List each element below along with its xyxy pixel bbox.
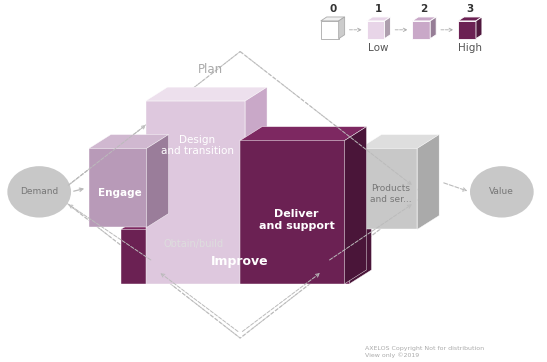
Text: Engage: Engage <box>98 188 142 198</box>
Text: High: High <box>458 43 482 52</box>
Ellipse shape <box>7 166 71 218</box>
Polygon shape <box>240 127 366 140</box>
Text: 1: 1 <box>375 4 382 14</box>
Text: 2: 2 <box>421 4 428 14</box>
Polygon shape <box>476 17 482 39</box>
Text: 0: 0 <box>329 4 336 14</box>
Polygon shape <box>245 87 267 284</box>
Text: AXELOS Copyright Not for distribution
View only ©2019: AXELOS Copyright Not for distribution Vi… <box>364 346 484 358</box>
Text: Plan: Plan <box>198 63 223 76</box>
Polygon shape <box>146 101 245 284</box>
Text: Obtain/build: Obtain/build <box>164 239 224 249</box>
Text: Demand: Demand <box>20 188 59 196</box>
Polygon shape <box>412 17 436 21</box>
Polygon shape <box>366 17 391 21</box>
Polygon shape <box>417 135 439 230</box>
Polygon shape <box>89 135 168 148</box>
Text: Products
and ser...: Products and ser... <box>370 184 411 203</box>
Polygon shape <box>359 135 439 148</box>
Text: Improve: Improve <box>211 255 269 268</box>
Text: Deliver
and support: Deliver and support <box>259 209 334 231</box>
Polygon shape <box>350 215 371 284</box>
Polygon shape <box>430 17 436 39</box>
Text: Design
and transition: Design and transition <box>161 135 234 156</box>
Polygon shape <box>146 87 267 101</box>
Polygon shape <box>385 17 391 39</box>
Polygon shape <box>121 230 350 284</box>
Text: Value: Value <box>490 188 514 196</box>
Ellipse shape <box>470 166 534 218</box>
Polygon shape <box>89 148 147 227</box>
Polygon shape <box>359 148 417 230</box>
Text: 3: 3 <box>467 4 474 14</box>
Polygon shape <box>240 140 345 284</box>
Polygon shape <box>321 17 345 21</box>
Polygon shape <box>412 21 430 39</box>
Polygon shape <box>458 21 476 39</box>
Polygon shape <box>321 21 339 39</box>
Polygon shape <box>121 215 371 230</box>
Polygon shape <box>366 21 385 39</box>
Polygon shape <box>458 17 482 21</box>
Polygon shape <box>147 135 168 227</box>
Polygon shape <box>339 17 345 39</box>
Text: Low: Low <box>368 43 389 52</box>
Polygon shape <box>345 127 366 284</box>
